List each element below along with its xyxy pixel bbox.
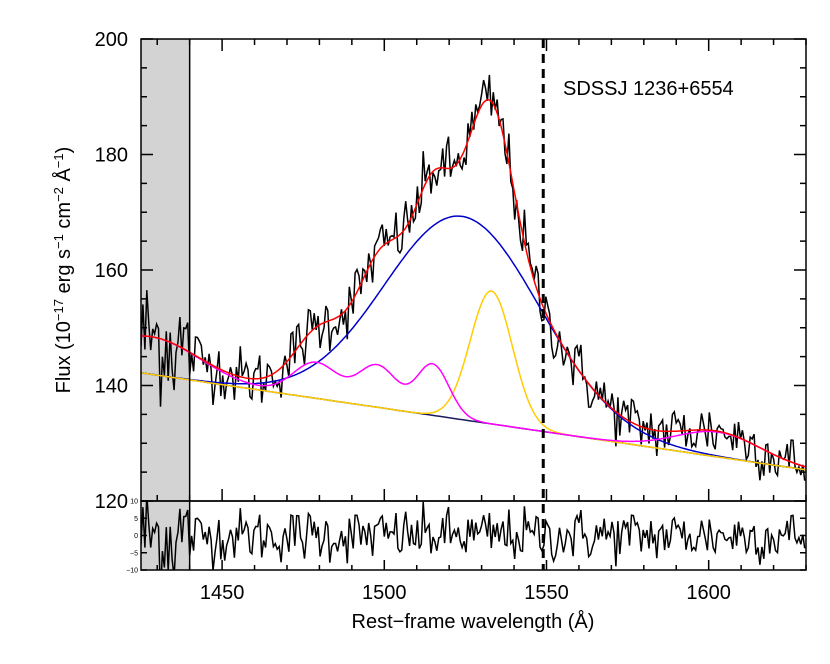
residual-y-tick-label: 5 (134, 516, 138, 523)
y-tick-label: 140 (95, 376, 128, 398)
blended-features-line (141, 335, 806, 468)
observed-spectrum-line (141, 74, 806, 481)
total-fit-line (141, 98, 806, 468)
object-annotation: SDSSJ 1236+6554 (563, 78, 734, 100)
x-tick-label: 1600 (686, 582, 731, 604)
residuals-line (141, 501, 806, 570)
residual-y-tick-label: 10 (130, 499, 138, 506)
residual-y-tick-label: −5 (130, 550, 138, 557)
y-tick-label: 200 (95, 29, 128, 51)
y-tick-label: 160 (95, 260, 128, 282)
y-axis-title: Flux (10−17 erg s−1 cm−2 Å−1) (51, 147, 76, 394)
residual-y-tick-label: 0 (134, 533, 138, 540)
x-tick-label: 1450 (200, 582, 245, 604)
x-axis-title: Rest−frame wavelength (Å) (352, 610, 595, 633)
narrow-component-line (141, 290, 806, 471)
x-tick-label: 1500 (362, 582, 407, 604)
y-tick-label: 120 (95, 491, 128, 513)
y-tick-label: 180 (95, 145, 128, 167)
axis-ticks (141, 38, 807, 571)
residual-y-tick-label: −10 (126, 568, 138, 575)
x-tick-label: 1550 (524, 582, 569, 604)
